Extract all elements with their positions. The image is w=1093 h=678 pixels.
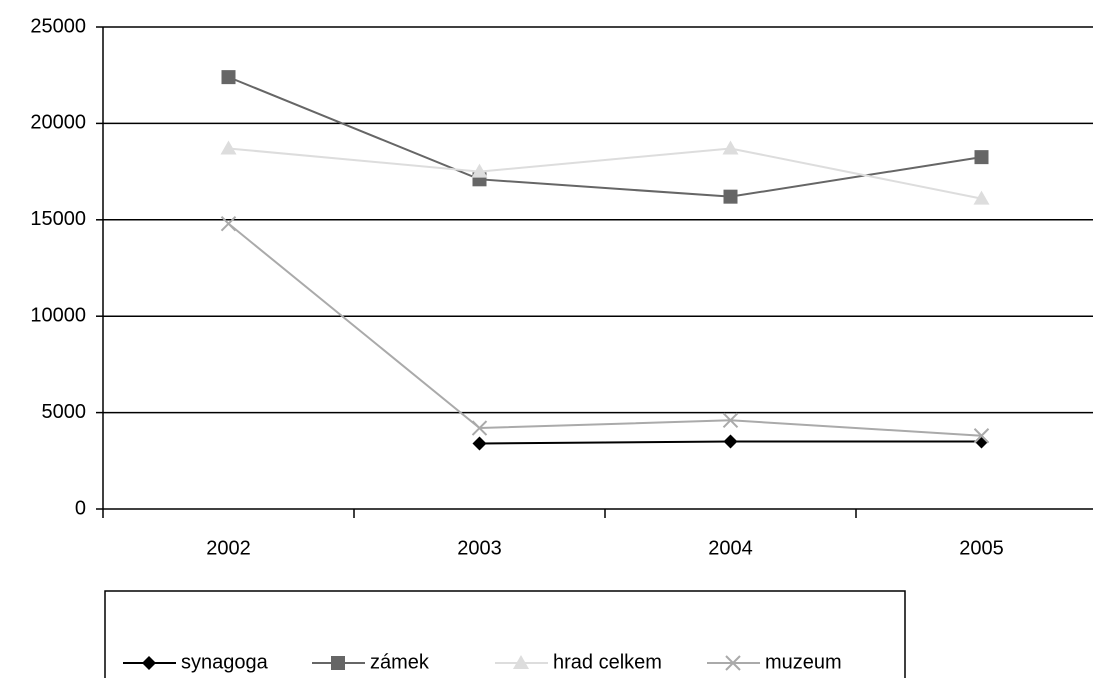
y-tick-label: 0 xyxy=(75,497,86,519)
x-tick-label: 2004 xyxy=(708,537,753,559)
data-point xyxy=(220,215,237,232)
y-tick-label: 20000 xyxy=(30,112,86,134)
y-tick-label: 5000 xyxy=(42,401,87,423)
data-point xyxy=(973,190,990,205)
legend-label: muzeum xyxy=(765,651,842,673)
data-point xyxy=(722,412,739,429)
legend-marker xyxy=(331,656,345,670)
legend-marker xyxy=(725,655,741,671)
data-point xyxy=(722,140,739,155)
data-point xyxy=(723,434,738,449)
data-point xyxy=(220,140,237,155)
y-tick-label: 10000 xyxy=(30,304,86,326)
legend-label: hrad celkem xyxy=(553,651,662,673)
x-tick-label: 2002 xyxy=(206,537,251,559)
data-point xyxy=(723,189,738,204)
series-line xyxy=(227,222,982,437)
legend-label: zámek xyxy=(370,651,430,673)
data-point xyxy=(974,150,989,165)
series-line xyxy=(228,147,982,200)
data-point xyxy=(221,70,236,85)
y-tick-label: 15000 xyxy=(30,208,86,230)
legend-label: synagoga xyxy=(181,651,269,673)
legend-marker xyxy=(142,656,156,670)
x-tick-label: 2005 xyxy=(959,537,1004,559)
data-point xyxy=(973,428,990,444)
data-point xyxy=(472,436,487,451)
data-point xyxy=(471,163,488,178)
y-tick-label: 25000 xyxy=(30,15,86,37)
data-point xyxy=(471,420,488,436)
series-line xyxy=(228,76,982,198)
legend-marker xyxy=(513,655,529,669)
x-tick-label: 2003 xyxy=(457,537,502,559)
